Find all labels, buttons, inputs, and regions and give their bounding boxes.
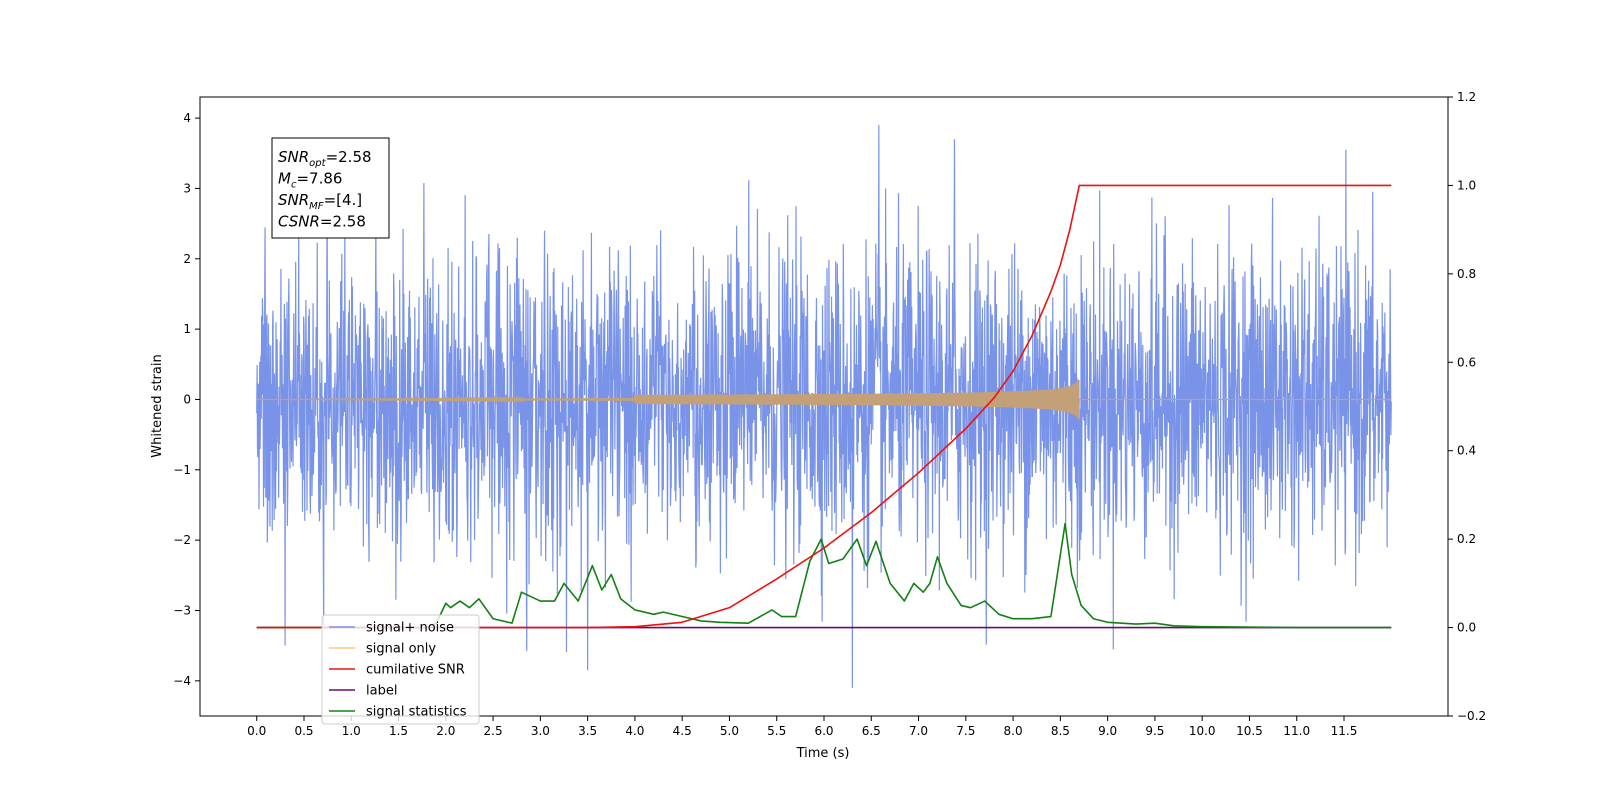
legend-label: cumilative SNR <box>366 663 465 678</box>
y-tick-label: −2 <box>173 533 191 547</box>
annotation-line: SNRopt=2.58 <box>278 148 372 169</box>
y-tick-label: 0 <box>183 392 191 406</box>
y-tick-label: −4 <box>173 674 191 688</box>
annotation-line: CSNR=2.58 <box>278 213 366 231</box>
legend-label: label <box>366 684 397 699</box>
x-tick-label: 4.5 <box>673 724 692 738</box>
x-tick-label: 2.5 <box>484 724 503 738</box>
x-tick-label: 11.5 <box>1331 724 1358 738</box>
x-tick-label: 8.0 <box>1004 724 1023 738</box>
x-tick-label: 4.0 <box>625 724 644 738</box>
legend-label: signal statistics <box>366 705 467 720</box>
x-tick-label: 9.5 <box>1145 724 1164 738</box>
y-right-tick-label: 1.0 <box>1457 178 1476 192</box>
x-tick-label: 1.5 <box>389 724 408 738</box>
y-right-tick-label: 0.6 <box>1457 355 1476 369</box>
x-tick-label: 7.5 <box>956 724 975 738</box>
y-right-tick-label: 1.2 <box>1457 90 1476 104</box>
y-right-tick-label: 0.8 <box>1457 267 1476 281</box>
y-axis-title: Whitened strain <box>150 354 165 457</box>
x-axis-title: Time (s) <box>796 746 850 761</box>
annotation-line: Mc=7.86 <box>278 170 342 191</box>
legend-label: signal+ noise <box>366 621 454 636</box>
annotation-line: SNRMF=[4.] <box>278 191 362 212</box>
x-tick-label: 0.0 <box>247 724 266 738</box>
x-tick-label: 5.5 <box>767 724 786 738</box>
x-tick-label: 10.5 <box>1236 724 1263 738</box>
series-signal-statistics-line <box>256 522 1392 629</box>
x-tick-label: 2.0 <box>436 724 455 738</box>
x-tick-label: 6.5 <box>862 724 881 738</box>
y-tick-label: 3 <box>183 181 191 195</box>
x-tick-label: 6.0 <box>814 724 833 738</box>
legend-label: signal only <box>366 642 436 657</box>
series-signal-noise-line <box>256 125 1392 688</box>
x-tick-label: 1.0 <box>342 724 361 738</box>
series-signal-only-line <box>256 380 1392 420</box>
y-tick-label: −1 <box>173 463 191 477</box>
x-tick-label: 8.5 <box>1051 724 1070 738</box>
x-tick-label: 0.5 <box>294 724 313 738</box>
y-tick-label: 4 <box>183 111 191 125</box>
x-tick-label: 3.5 <box>578 724 597 738</box>
y-right-tick-label: −0.2 <box>1457 709 1486 723</box>
annotation-frame <box>271 137 390 239</box>
y-right-tick-label: 0.0 <box>1457 621 1476 635</box>
legend-frame <box>321 614 480 725</box>
x-tick-label: 5.0 <box>720 724 739 738</box>
legend: signal+ noise signal only cumilative SNR la… <box>321 614 480 725</box>
y-tick-label: −3 <box>173 603 191 617</box>
x-tick-label: 11.0 <box>1283 724 1310 738</box>
x-axis: 0.0 0.5 1.0 1.5 2.0 2.5 3.0 3.5 4.0 4.5 5.0 5.5 6.0 6… <box>247 716 1357 738</box>
x-tick-label: 9.0 <box>1098 724 1117 738</box>
x-tick-label: 7.0 <box>909 724 928 738</box>
series-cumulative-snr-line <box>256 184 1392 629</box>
y-tick-label: 2 <box>183 252 191 266</box>
y-axis-left: −4 −3 −2 −1 0 1 2 3 4 <box>173 111 200 688</box>
y-right-tick-label: 0.4 <box>1457 444 1476 458</box>
x-tick-label: 10.0 <box>1189 724 1216 738</box>
x-tick-label: 3.0 <box>531 724 550 738</box>
y-axis-right: −0.2 0.0 0.2 0.4 0.6 0.8 1.0 1.2 <box>1448 90 1486 723</box>
y-tick-label: 1 <box>183 322 191 336</box>
y-right-tick-label: 0.2 <box>1457 532 1476 546</box>
